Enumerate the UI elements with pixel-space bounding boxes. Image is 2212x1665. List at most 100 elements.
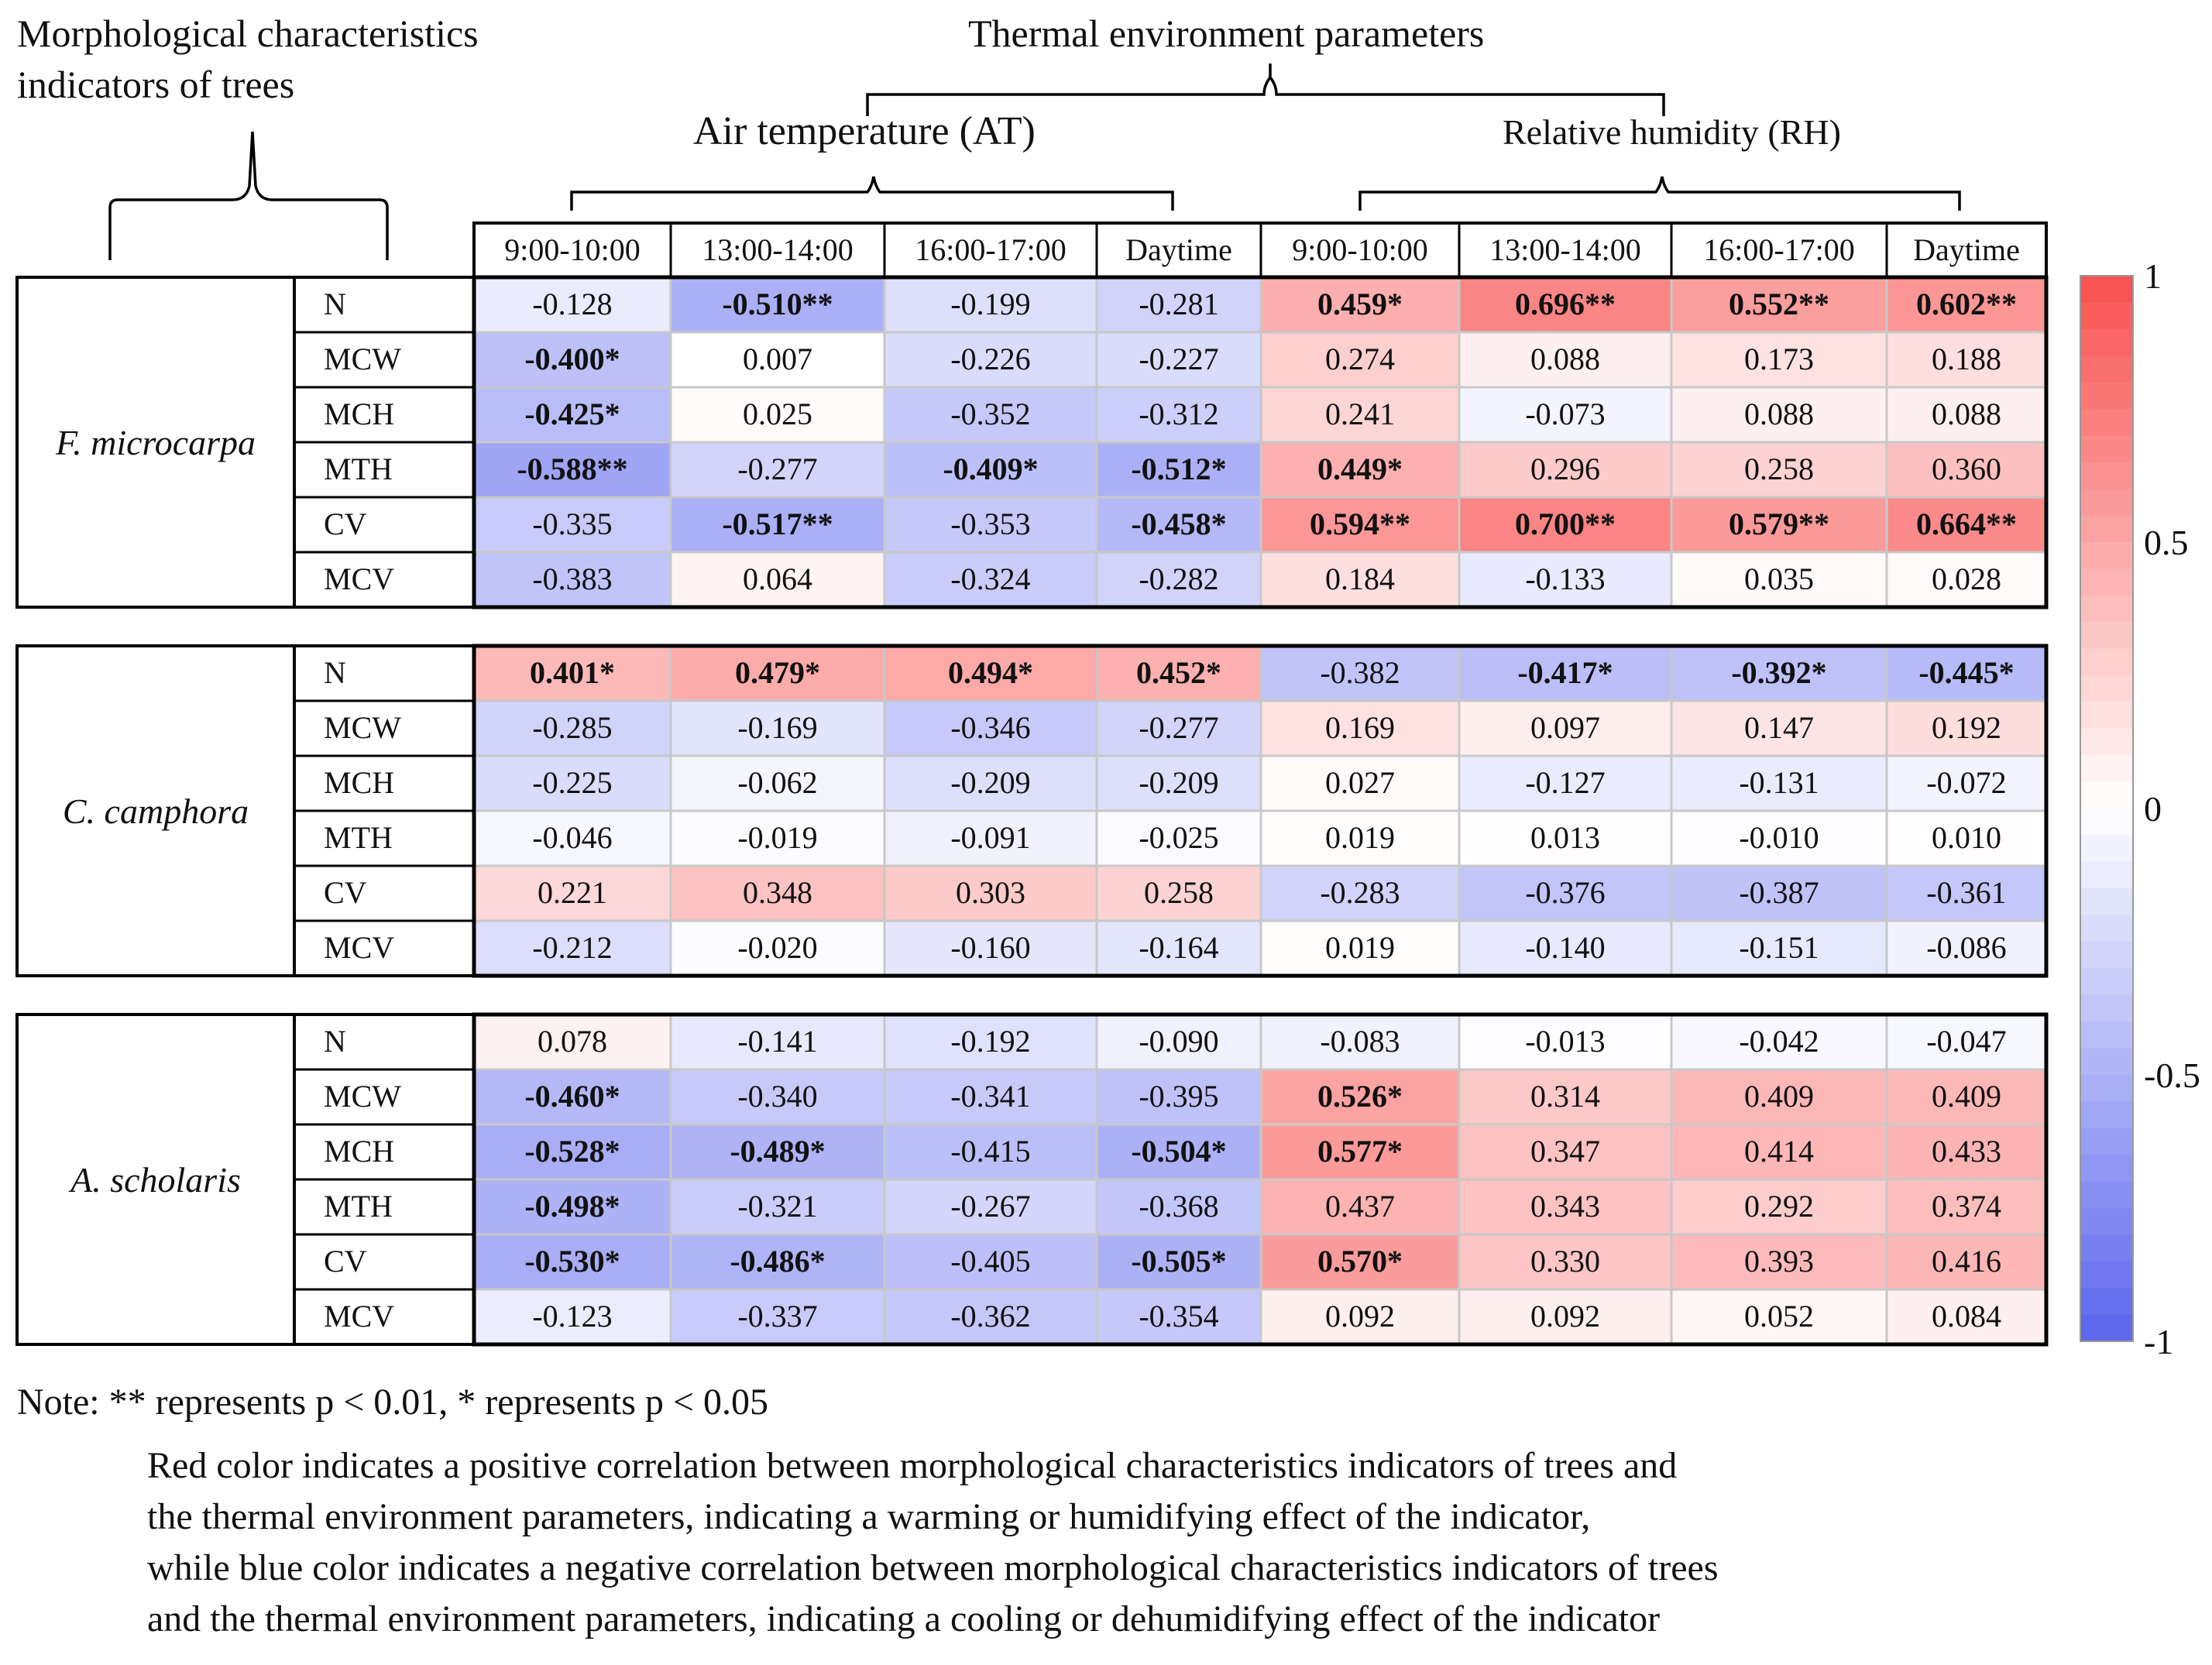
cell-value-label: 0.479*: [735, 655, 820, 690]
heatmap-cell: [1259, 1178, 1461, 1236]
cell-value-label: 0.347: [1530, 1134, 1600, 1169]
heatmap-cell: [669, 1288, 886, 1346]
heatmap-cell: [1670, 1288, 1888, 1346]
species-label: C. camphora: [63, 791, 249, 831]
cell-value-label: -0.073: [1525, 397, 1605, 431]
row-label: MCV: [324, 930, 394, 965]
cell-value-label: -0.417*: [1517, 655, 1613, 690]
cell-value-label: -0.199: [950, 287, 1030, 321]
note-line-2: Red color indicates a positive correlati…: [147, 1445, 1678, 1486]
row-label: MTH: [324, 1189, 393, 1224]
colorbar-step: [2080, 1314, 2133, 1342]
cell-value-label: 0.258: [1144, 875, 1214, 910]
heatmap-cell: [1095, 919, 1262, 977]
cell-value-label: -0.141: [737, 1024, 817, 1059]
colorbar-step: [2080, 702, 2133, 730]
colorbar-step: [2080, 648, 2133, 676]
heatmap-cell: [883, 1288, 1098, 1346]
left-title-line2: indicators of trees: [17, 63, 295, 106]
cell-value-label: 0.579**: [1729, 506, 1829, 541]
heatmap-cell: [472, 1013, 672, 1071]
cell-value-label: 0.401*: [530, 655, 615, 690]
heatmap-cell: [669, 1178, 886, 1236]
colorbar-step: [2080, 968, 2133, 996]
cell-value-label: -0.123: [532, 1299, 612, 1334]
cell-value-label: -0.160: [950, 930, 1030, 965]
cell-value-label: 0.409: [1744, 1079, 1814, 1114]
colorbar-step: [2080, 1261, 2133, 1289]
cell-value-label: -0.489*: [730, 1134, 825, 1169]
cell-value-label: 0.007: [743, 342, 812, 376]
heatmap-cell: [1259, 276, 1461, 334]
heatmap-cell: [1259, 754, 1461, 812]
cell-value-label: 0.173: [1744, 342, 1814, 376]
cell-value-label: 0.188: [1932, 342, 2001, 376]
colorbar-step: [2080, 622, 2133, 650]
cell-value-label: -0.445*: [1918, 655, 2014, 690]
row-label: CV: [324, 875, 367, 910]
heatmap-cell: [1259, 919, 1461, 977]
cell-value-label: 0.025: [743, 397, 812, 431]
colorbar-step: [2080, 409, 2133, 437]
cell-value-label: 0.184: [1325, 561, 1395, 596]
heatmap-cell: [1670, 551, 1888, 609]
cell-value-label: -0.312: [1139, 397, 1218, 431]
cell-value-label: -0.486*: [730, 1244, 825, 1279]
cell-value-label: 0.314: [1530, 1079, 1600, 1114]
column-headers: 9:00-10:00 13:00-14:00 16:00-17:00 Daytime 9…: [472, 221, 2048, 279]
cell-value-label: 0.078: [538, 1024, 607, 1059]
colorbar-step: [2080, 1234, 2133, 1262]
colorbar-step: [2080, 1075, 2133, 1103]
heatmap-cell: [883, 1013, 1098, 1071]
cell-value-label: -0.140: [1525, 930, 1605, 965]
column-header: 16:00-17:00: [1703, 232, 1855, 267]
heatmap-cell: [1458, 919, 1673, 977]
cell-value-label: -0.517**: [722, 506, 833, 541]
rh-title: Relative humidity (RH): [1503, 112, 1841, 152]
heatmap-cell: [669, 754, 886, 812]
cell-value-label: 0.409: [1932, 1079, 2001, 1114]
cell-value-label: -0.505*: [1131, 1244, 1226, 1279]
cell-value-label: 0.292: [1744, 1189, 1814, 1224]
cell-value-label: -0.010: [1739, 820, 1819, 855]
colorbar-step: [2080, 435, 2133, 463]
column-header: 13:00-14:00: [702, 232, 854, 267]
heatmap-cell: [472, 551, 672, 609]
cell-value-label: 0.570*: [1317, 1244, 1403, 1279]
heatmap-cell: [669, 1123, 886, 1181]
cell-value-label: 0.526*: [1317, 1079, 1403, 1114]
species-group: 0.078 -0.141 -0.192 -0.090 -0.083 -0.013 -0.04…: [15, 1012, 2049, 1347]
cell-value-label: 0.452*: [1136, 655, 1221, 690]
heatmap-cell: [669, 1233, 886, 1291]
cell-value-label: 0.028: [1932, 561, 2001, 596]
heatmap-cell: [1458, 754, 1673, 812]
row-label: N: [324, 287, 346, 321]
cell-value-label: 0.330: [1530, 1244, 1600, 1279]
cell-value-label: -0.530*: [524, 1244, 620, 1279]
colorbar-step: [2080, 1208, 2133, 1236]
cell-value-label: -0.209: [950, 765, 1030, 800]
cell-value-label: 0.414: [1744, 1134, 1814, 1169]
colorbar-step: [2080, 328, 2133, 356]
column-header: 9:00-10:00: [1292, 232, 1428, 267]
heatmap-cell: [1259, 331, 1461, 389]
cell-value-label: -0.387: [1739, 875, 1819, 910]
header-brackets: [108, 64, 1961, 260]
species-group: 0.401* 0.479* 0.494* 0.452* -0.382 -0.417* -0.…: [15, 644, 2049, 978]
colorbar-step: [2080, 276, 2133, 304]
colorbar-tick-label: 0.5: [2144, 523, 2189, 562]
cell-value-label: -0.133: [1525, 561, 1605, 596]
cell-value-label: -0.458*: [1131, 506, 1226, 541]
heatmap-cell: [472, 386, 672, 444]
heatmap-cell: [1458, 699, 1673, 757]
row-label: MCW: [324, 342, 401, 376]
heatmap-cell: [669, 1068, 886, 1126]
cell-value-label: 0.700**: [1515, 506, 1616, 541]
heatmap-cell: [1670, 809, 1888, 867]
cell-value-label: 0.221: [538, 875, 607, 910]
heatmap-cell: [1670, 331, 1888, 389]
colorbar-step: [2080, 542, 2133, 570]
heatmap-cell: [669, 551, 886, 609]
cell-value-label: -0.510**: [722, 287, 833, 321]
heatmap-cell: [472, 809, 672, 867]
